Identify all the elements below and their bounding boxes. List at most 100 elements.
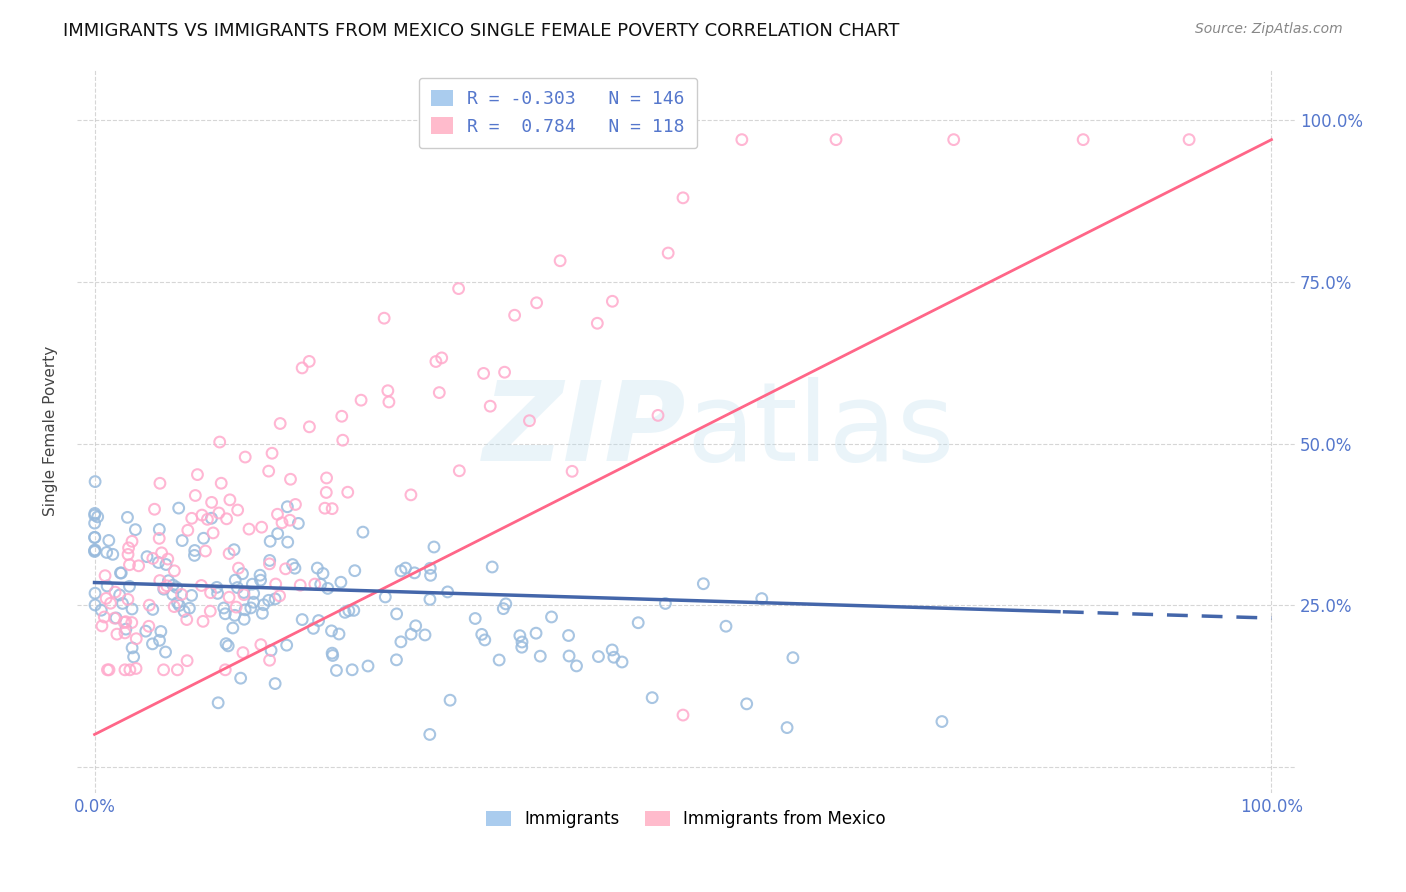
Point [225,600,247,615]
Point [312,566,335,581]
Point [91,619,114,633]
Point [226,503,249,517]
Point [163,564,186,578]
Point [128,558,150,573]
Point [304,577,326,591]
Point [586,316,609,330]
Point [524,626,547,640]
Point [274,562,297,576]
Point [654,597,676,611]
Point [96,545,118,559]
Point [561,464,583,478]
Point [155,558,177,572]
Point [226,581,249,595]
Point [201,495,224,509]
Point [148,523,170,537]
Point [142,602,165,616]
Point [321,501,343,516]
Point [731,133,754,147]
Point [657,246,679,260]
Point [332,434,354,448]
Point [529,649,551,664]
Point [610,655,633,669]
Point [142,551,165,566]
Point [399,488,422,502]
Point [249,573,271,587]
Point [322,648,344,663]
Point [141,637,163,651]
Point [735,697,758,711]
Point [257,464,280,478]
Point [166,663,188,677]
Point [647,409,669,423]
Point [269,589,291,603]
Point [98,663,121,677]
Point [224,608,246,623]
Point [148,556,170,570]
Point [330,409,353,424]
Point [252,607,274,621]
Point [399,627,422,641]
Point [96,579,118,593]
Point [385,653,408,667]
Point [148,532,170,546]
Point [436,585,458,599]
Point [117,548,139,562]
Point [183,549,205,563]
Point [385,607,408,621]
Point [218,547,240,561]
Point [84,543,107,558]
Point [343,564,366,578]
Point [548,253,571,268]
Point [419,592,441,607]
Point [148,633,170,648]
Point [276,638,298,652]
Point [155,645,177,659]
Point [202,525,225,540]
Point [232,588,254,602]
Point [503,308,526,322]
Point [162,587,184,601]
Point [281,558,304,572]
Point [509,629,531,643]
Point [208,506,231,520]
Point [315,485,337,500]
Point [194,544,217,558]
Point [207,586,229,600]
Point [603,650,626,665]
Point [942,133,965,147]
Point [83,516,105,530]
Point [93,610,115,624]
Point [94,591,117,606]
Point [404,566,426,580]
Point [602,294,624,309]
Point [494,365,516,379]
Point [83,544,105,558]
Point [558,648,581,663]
Point [290,578,312,592]
Point [162,578,184,592]
Point [117,541,139,555]
Point [209,476,232,491]
Point [266,526,288,541]
Point [352,525,374,540]
Point [166,596,188,610]
Point [117,592,139,607]
Point [278,513,301,527]
Point [488,653,510,667]
Point [298,420,321,434]
Point [207,696,229,710]
Point [257,593,280,607]
Point [152,582,174,597]
Point [138,619,160,633]
Point [200,604,222,618]
Point [108,588,131,602]
Point [419,561,441,575]
Point [84,598,107,612]
Point [125,661,148,675]
Point [242,586,264,600]
Point [264,591,287,606]
Point [510,640,533,655]
Point [215,512,238,526]
Point [337,604,360,618]
